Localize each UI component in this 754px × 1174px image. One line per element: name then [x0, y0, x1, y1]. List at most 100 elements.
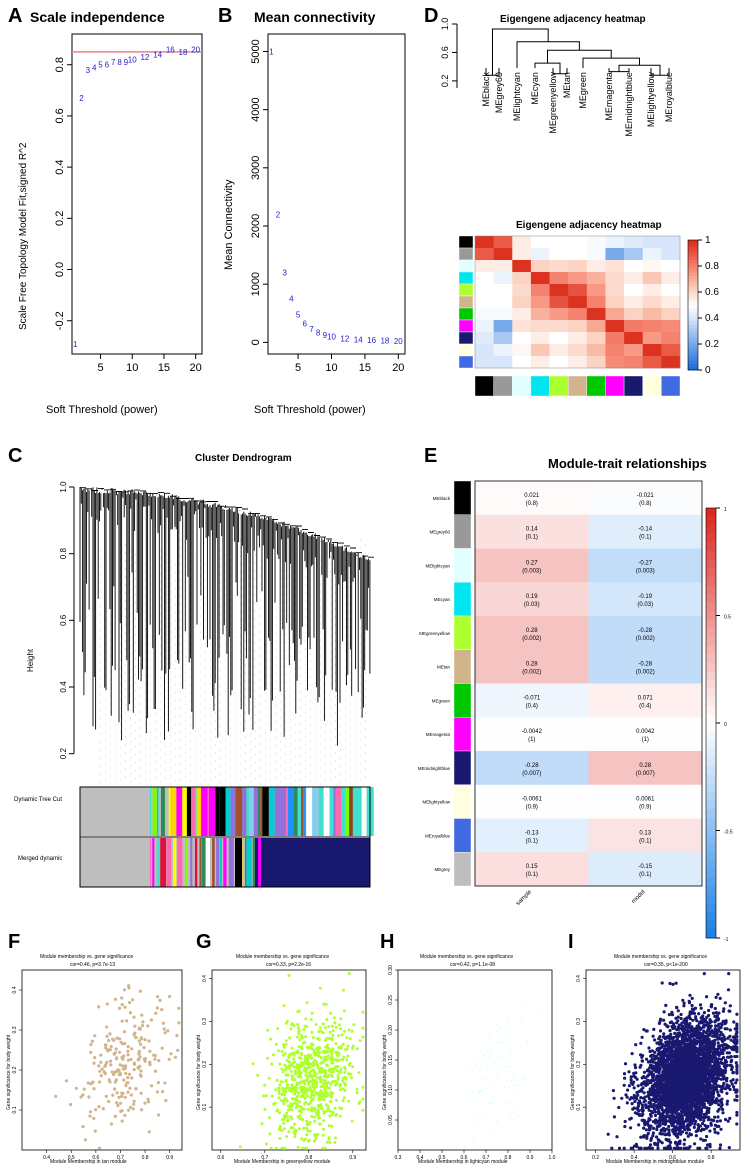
- G-point: [300, 1034, 304, 1037]
- H-point: [496, 1070, 499, 1072]
- G-point: [282, 1043, 285, 1047]
- I-point: [676, 1122, 680, 1126]
- d-colorbar-segment: [688, 282, 698, 286]
- I-point: [697, 1012, 701, 1016]
- e-cell-value: -0.27: [638, 560, 652, 566]
- F-point: [138, 989, 142, 993]
- G-point: [319, 1085, 323, 1089]
- e-colorbar-segment: [706, 525, 716, 535]
- d-heat-row-swatch: [458, 307, 474, 321]
- I-point: [700, 1115, 704, 1119]
- I-point: [632, 1086, 636, 1090]
- F-point: [148, 1049, 152, 1053]
- G-point: [347, 1099, 351, 1103]
- c-dynamic-stripe: [329, 787, 334, 836]
- d-heat-cell: [568, 308, 588, 321]
- d-colorbar-segment: [688, 357, 698, 361]
- H-point: [514, 1095, 517, 1098]
- e-colorbar-label: -0.5: [724, 830, 733, 836]
- H-point: [478, 1092, 481, 1094]
- H-point: [484, 1075, 486, 1078]
- e-colorbar-segment: [706, 860, 716, 870]
- H-point: [519, 1002, 522, 1005]
- panel-c-title: Cluster Dendrogram: [195, 453, 292, 464]
- e-colorbar-segment: [706, 817, 716, 827]
- G-point: [303, 1082, 307, 1086]
- d-colorbar-segment: [688, 308, 698, 312]
- H-point: [473, 1112, 476, 1115]
- c-dynamic-stripe: [322, 787, 324, 836]
- G-point: [361, 1108, 365, 1112]
- G-point: [284, 1068, 287, 1072]
- c-merged-stripe: [219, 838, 222, 887]
- I-point: [644, 1081, 648, 1085]
- G-point: [291, 1102, 295, 1106]
- F-point: [146, 1097, 150, 1101]
- d-dendro-leaf-label: MEroyalblue: [664, 72, 674, 122]
- H-point: [455, 1147, 458, 1150]
- G-point: [335, 1098, 338, 1102]
- G-point: [293, 1069, 297, 1073]
- I-point: [708, 1129, 712, 1133]
- d-heat-cell: [549, 248, 569, 261]
- G-point: [338, 1084, 342, 1088]
- I-point: [725, 1099, 730, 1103]
- I-point: [707, 1008, 711, 1013]
- e-colorbar-segment: [706, 929, 716, 939]
- H-frame: [397, 969, 553, 1151]
- d-heat-cell: [624, 284, 644, 297]
- I-point: [648, 1143, 653, 1147]
- c-dynamic-stripe: [341, 787, 346, 836]
- e-heat-frame: [474, 480, 703, 887]
- e-row-label: MElightyellow: [422, 800, 450, 805]
- c-dynamic-stripe: [306, 787, 313, 836]
- e-cell-value: 0.28: [526, 662, 538, 668]
- G-point: [328, 1030, 332, 1034]
- G-point: [313, 1133, 316, 1137]
- G-point: [326, 1050, 330, 1054]
- I-point: [718, 996, 722, 1001]
- F-point: [103, 1072, 107, 1076]
- c-merged-stripe: [245, 838, 247, 887]
- G-point: [322, 1111, 326, 1115]
- d-heat-cell: [475, 344, 494, 357]
- H-point: [534, 1036, 537, 1039]
- I-point: [721, 1009, 726, 1013]
- G-point: [319, 1055, 323, 1059]
- d-heat-cell: [586, 332, 606, 345]
- F-ytick-label: 0.1: [12, 1106, 18, 1113]
- B-point-label: 3: [282, 269, 287, 278]
- d-heat-cell: [549, 356, 569, 369]
- I-point: [642, 1091, 646, 1095]
- F-point: [122, 988, 126, 992]
- I-point: [651, 1076, 655, 1080]
- I-point: [642, 1100, 646, 1104]
- H-point: [505, 1030, 508, 1033]
- d-colorbar-segment: [688, 347, 698, 351]
- d-colorbar-segment: [688, 350, 698, 355]
- A-xtick-label: 5: [97, 362, 103, 374]
- c-dynamic-stripe: [260, 787, 263, 836]
- G-point: [293, 1060, 297, 1064]
- c-merged-stripe: [160, 838, 167, 887]
- G-point: [269, 1037, 273, 1041]
- I-point: [690, 1007, 695, 1011]
- I-point: [660, 1141, 664, 1145]
- G-point: [281, 1053, 285, 1057]
- I-points: [606, 972, 739, 1150]
- G-point: [328, 1067, 332, 1071]
- I-point: [696, 1127, 700, 1131]
- F-point: [104, 1043, 108, 1047]
- d-heat-cell: [661, 320, 681, 333]
- I-point: [676, 1009, 680, 1013]
- G-point: [324, 1055, 328, 1059]
- I-point: [673, 1132, 677, 1136]
- e-cell-pvalue: (0.8): [526, 501, 538, 507]
- I-point: [732, 1088, 736, 1092]
- G-point: [355, 1091, 359, 1095]
- I-point: [630, 1052, 634, 1056]
- e-cell-pvalue: (0.8): [639, 501, 651, 507]
- d-colorbar-label: 0.8: [705, 261, 719, 272]
- panel-i-ylabel: Gene significance for body weight: [570, 1034, 576, 1110]
